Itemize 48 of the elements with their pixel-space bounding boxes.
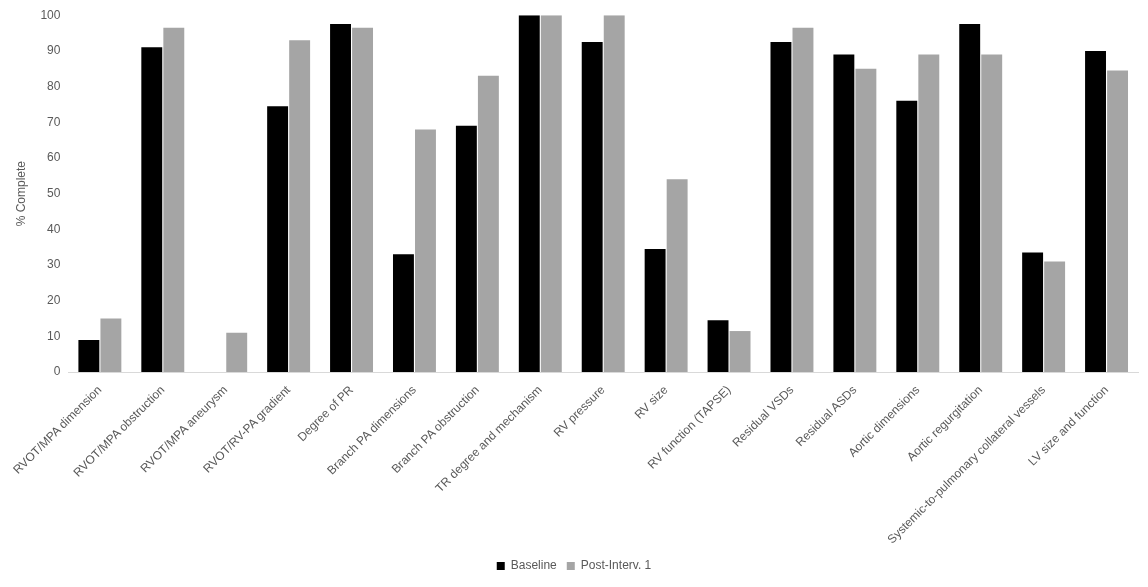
- y-tick-label: 30: [47, 257, 61, 272]
- y-tick-label: 70: [47, 114, 61, 129]
- y-tick-label: 10: [47, 328, 61, 343]
- bar: [163, 27, 185, 373]
- bar: [644, 248, 666, 373]
- legend-label: Post-Interv. 1: [580, 558, 652, 573]
- y-tick-label: 90: [47, 43, 61, 58]
- bar: [581, 41, 603, 373]
- bar: [1085, 50, 1106, 373]
- x-tick-label: RV size: [631, 382, 671, 422]
- y-tick-label: 50: [47, 185, 61, 200]
- bar: [267, 106, 289, 373]
- bar: [540, 15, 562, 373]
- y-tick-label: 20: [47, 293, 61, 308]
- y-tick-label: 80: [47, 78, 61, 93]
- bar: [226, 332, 248, 373]
- bar: [959, 24, 981, 373]
- bar: [896, 100, 918, 373]
- y-tick-label: 60: [47, 150, 61, 165]
- bar: [603, 15, 625, 373]
- bar: [918, 54, 940, 373]
- bar: [981, 54, 1003, 373]
- bar: [1022, 252, 1044, 373]
- bar: [792, 27, 814, 373]
- bar: [477, 75, 499, 373]
- bar: [352, 27, 374, 373]
- bar: [707, 320, 729, 373]
- bar: [855, 68, 877, 373]
- bar: [78, 339, 100, 373]
- y-tick-label: 0: [53, 364, 61, 379]
- bar: [141, 47, 163, 373]
- bar: [518, 15, 540, 373]
- y-tick-label: 40: [47, 221, 61, 236]
- bar: [415, 129, 436, 373]
- bar: [392, 254, 414, 373]
- legend-label: Baseline: [510, 558, 558, 573]
- bar: [1107, 70, 1129, 373]
- bar: [289, 40, 311, 373]
- bar: [1044, 261, 1066, 373]
- bar: [455, 125, 477, 373]
- bar: [729, 331, 751, 373]
- y-tick-label: 100: [40, 7, 61, 22]
- bar: [666, 179, 688, 373]
- bar: [100, 318, 122, 373]
- bar: [833, 54, 855, 373]
- y-axis-title: % Complete: [13, 160, 28, 227]
- bar: [330, 24, 351, 373]
- bar: [770, 41, 792, 373]
